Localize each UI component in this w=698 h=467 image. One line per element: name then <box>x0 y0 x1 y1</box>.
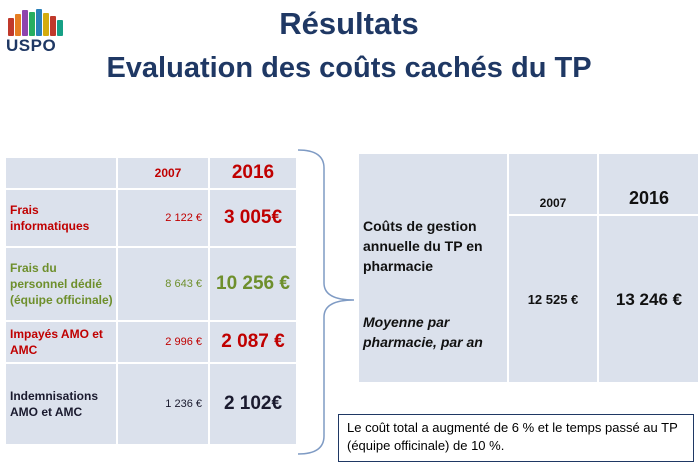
table-row: Frais du personnel dédié (équipe officin… <box>6 248 296 322</box>
row-value-2007: 2 996 € <box>165 336 202 348</box>
curly-brace-connector <box>297 149 355 455</box>
row-value-2016: 2 102€ <box>223 393 283 414</box>
logo-text: USPO <box>6 36 57 55</box>
header-2007: 2007 <box>539 196 567 210</box>
page-title: Résultats <box>279 6 419 41</box>
row-label: Indemnisations AMO et AMC <box>10 389 99 419</box>
table-header-row: 2007 2016 <box>6 158 296 190</box>
table-row: Impayés AMO et AMC 2 996 € 2 087 € <box>6 322 296 364</box>
table-row: Indemnisations AMO et AMC 1 236 € 2 102€ <box>6 364 296 444</box>
row-label: Impayés AMO et AMC <box>10 327 103 357</box>
total-cost-sublabel: Moyenne par pharmacie, par an <box>363 314 483 350</box>
summary-note: Le coût total a augmenté de 6 % et le te… <box>338 414 694 462</box>
header-2016: 2016 <box>628 188 670 208</box>
row-value-2007: 2 122 € <box>165 212 202 224</box>
row-label: Frais du personnel dédié (équipe officin… <box>10 261 113 307</box>
row-label: Frais informatiques <box>10 203 90 233</box>
table-row: Frais informatiques 2 122 € 3 005€ <box>6 190 296 248</box>
total-value-2007: 12 525 € <box>527 292 579 307</box>
row-value-2016: 10 256 € <box>216 273 290 294</box>
total-cost-label: Coûts de gestion annuelle du TP en pharm… <box>363 218 483 274</box>
uspo-logo: USPO <box>4 6 66 64</box>
page-subtitle: Evaluation des coûts cachés du TP <box>106 52 592 84</box>
total-value-2016: 13 246 € <box>615 290 683 309</box>
header-2016: 2016 <box>231 162 275 183</box>
logo-bars-graphic <box>6 8 64 36</box>
header-empty-cell <box>6 158 118 190</box>
row-value-2007: 8 643 € <box>165 278 202 290</box>
total-cost-table: Coûts de gestion annuelle du TP en pharm… <box>359 154 698 382</box>
header-2007: 2007 <box>154 166 182 180</box>
row-value-2007: 1 236 € <box>165 398 202 410</box>
cost-breakdown-table: 2007 2016 Frais informatiques 2 122 € 3 … <box>6 158 296 444</box>
row-value-2016: 3 005€ <box>223 207 283 228</box>
row-value-2016: 2 087 € <box>221 331 285 352</box>
